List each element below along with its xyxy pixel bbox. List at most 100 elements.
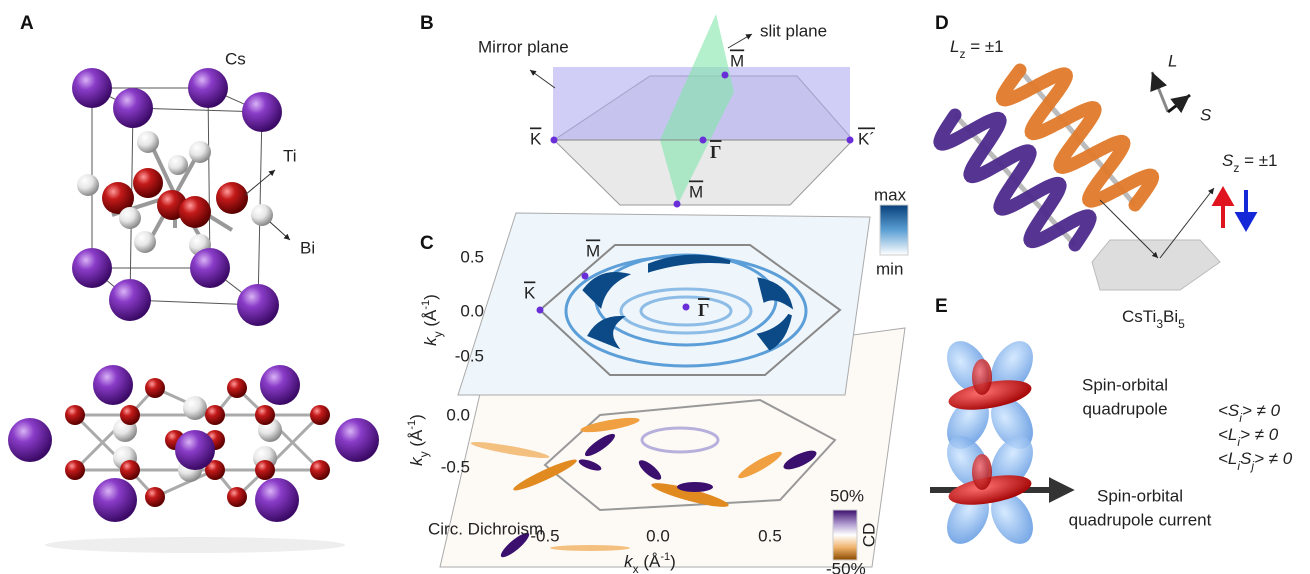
x-axis-label-part: (Å	[639, 552, 661, 571]
expectation: <Si> ≠ 0	[1218, 401, 1281, 425]
panel-label: B	[420, 13, 434, 34]
plane-label: slit plane	[760, 21, 827, 40]
pointer	[530, 70, 555, 88]
spin-up	[1215, 190, 1231, 228]
y-axis-label: ky (Å-1)	[420, 294, 445, 346]
atom	[8, 418, 52, 462]
atom	[190, 248, 230, 288]
orange-helix	[1002, 70, 1152, 205]
atom	[189, 141, 211, 163]
vector-label: S	[1200, 105, 1212, 124]
atom	[77, 174, 99, 196]
k-label: M	[586, 241, 600, 260]
k-point	[722, 72, 729, 79]
plane-label: Mirror plane	[478, 37, 569, 56]
atom	[145, 487, 165, 507]
atom	[179, 196, 211, 228]
orbital-label: quadrupole	[1082, 399, 1167, 418]
y-axis-label-part: )	[407, 414, 426, 420]
atom	[113, 88, 153, 128]
orbital-lobe	[972, 359, 992, 395]
panel-label: A	[20, 13, 34, 34]
k-label: K	[524, 283, 536, 302]
k-label: K	[530, 129, 542, 148]
cd-feature	[677, 482, 713, 492]
atom	[65, 460, 85, 480]
atom	[134, 231, 156, 253]
x-axis-label-part: )	[670, 552, 676, 571]
colorbar-label: 50%	[830, 486, 864, 505]
k-point	[582, 273, 589, 280]
atom	[237, 284, 279, 326]
y-tick-label: -0.5	[441, 457, 470, 476]
helicity-label: Lz = ±1	[950, 37, 1004, 61]
compound-label-part: 5	[1178, 317, 1185, 331]
atom	[175, 430, 215, 470]
pointer	[728, 34, 752, 48]
purple-helix	[940, 115, 1090, 245]
k-point	[847, 137, 854, 144]
pointer	[270, 222, 290, 240]
compound-label-part: CsTi	[1122, 307, 1156, 326]
figure: ACsTiBiBMirror planeslit planeMKΓMK´CMKΓ…	[0, 0, 1310, 574]
colorbar-label: -50%	[826, 559, 866, 574]
s-arrow	[1168, 95, 1190, 112]
helicity-label-part: L	[950, 37, 959, 56]
atom	[227, 487, 247, 507]
atom	[335, 418, 379, 462]
atom	[310, 405, 330, 425]
k-point	[683, 304, 690, 311]
y-axis-label-part: -1	[420, 300, 432, 310]
colorbar	[833, 510, 857, 560]
expectation-part: > ≠ 0	[1242, 401, 1281, 420]
expectation-part: > ≠ 0	[1240, 425, 1279, 444]
y-tick-label: 0.5	[460, 247, 484, 266]
expectation-part: S	[1240, 449, 1252, 468]
k-point	[700, 137, 707, 144]
atom	[251, 204, 273, 226]
k-point	[551, 137, 558, 144]
atom	[137, 131, 159, 153]
y-tick-label: 0.0	[446, 405, 470, 424]
expectation: <LiSj> ≠ 0	[1218, 449, 1293, 473]
x-axis-label: kx (Å-1)	[624, 551, 676, 574]
atom	[145, 378, 165, 398]
compound-label-part: Bi	[1163, 307, 1178, 326]
spin-label: Sz = ±1	[1222, 151, 1278, 175]
x-tick-label: 0.5	[758, 526, 782, 545]
vector-label: L	[1168, 51, 1177, 70]
orbital-label: quadrupole current	[1069, 510, 1212, 529]
k-label: Γ	[698, 300, 709, 320]
atom-label: Ti	[283, 146, 297, 165]
expectation: <Li> ≠ 0	[1218, 425, 1279, 449]
orbital-label: Spin-orbital	[1097, 486, 1183, 505]
x-tick-label: 0.0	[646, 526, 670, 545]
panel-label: E	[935, 296, 948, 317]
atom	[242, 92, 282, 132]
atom	[216, 182, 248, 214]
shadow	[45, 537, 345, 553]
atom-label: Bi	[300, 238, 315, 257]
atom	[227, 378, 247, 398]
atom	[133, 168, 163, 198]
expectation-part: <L	[1218, 449, 1237, 468]
panel-label: D	[935, 13, 949, 34]
y-axis-label: ky (Å-1)	[406, 414, 431, 466]
spin-label-part: = ±1	[1239, 151, 1277, 170]
orbital-lobe	[972, 454, 992, 490]
compound-label: CsTi3Bi5	[1122, 307, 1185, 331]
y-axis-label-part: -1	[406, 420, 418, 430]
atom-label: Cs	[225, 49, 246, 68]
panel-label: C	[420, 233, 434, 254]
helicity-label-part: = ±1	[965, 37, 1003, 56]
sample-plane	[1092, 240, 1220, 290]
atom	[119, 207, 141, 229]
atom	[120, 460, 140, 480]
atom	[120, 405, 140, 425]
atom	[255, 460, 275, 480]
y-tick-label: 0.0	[460, 301, 484, 320]
plane-label: Circ. Dichroism	[428, 519, 543, 538]
atom	[93, 478, 137, 522]
k-label: M	[730, 51, 744, 70]
colorbar-label: CD	[859, 523, 878, 548]
